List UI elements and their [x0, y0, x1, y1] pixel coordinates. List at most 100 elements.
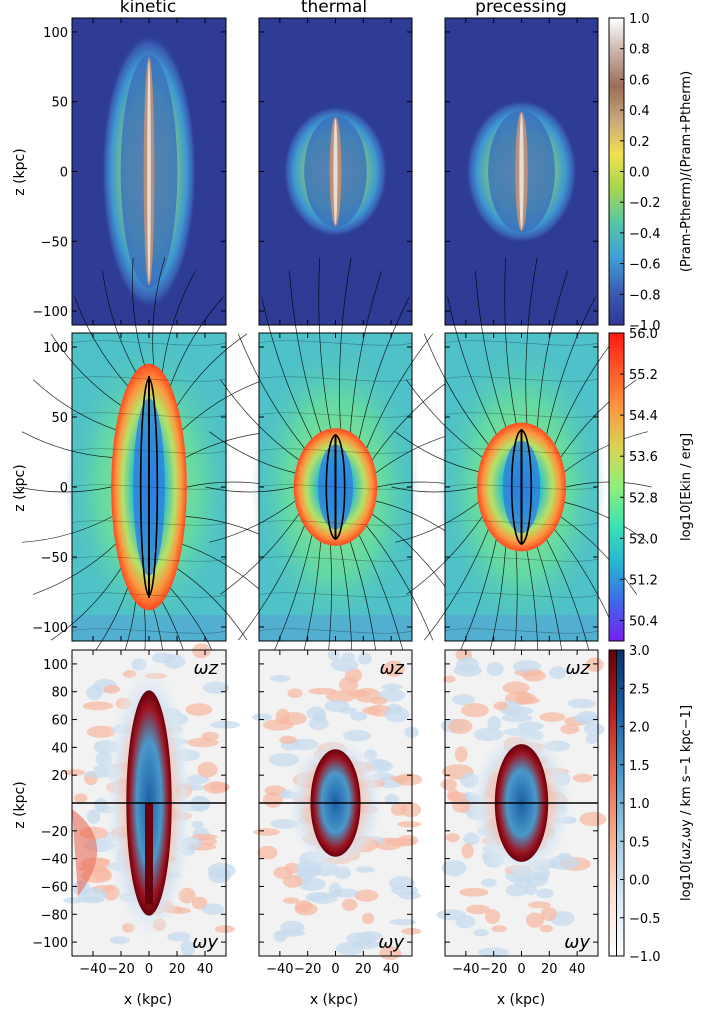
streamline [74, 296, 128, 386]
pressure-panel-thermal [258, 17, 413, 326]
vorticity-patch [383, 660, 405, 677]
streamline [366, 333, 434, 449]
streamline [444, 628, 599, 634]
streamline [444, 376, 599, 382]
streamline [208, 431, 296, 474]
streamline [50, 333, 121, 406]
streamline [423, 529, 489, 641]
streamline [170, 296, 224, 386]
vorticity-patch [350, 711, 368, 721]
x-tick-label: −20 [294, 962, 321, 977]
streamline [504, 257, 517, 424]
colorbar-tick-label: 1.5 [629, 759, 650, 774]
vorticity-patch [384, 706, 410, 723]
colorbar-tick-label: 50.4 [629, 614, 658, 629]
vorticity-patch [284, 862, 300, 875]
vorticity-patch [294, 900, 313, 913]
energy-panel-kinetic [18, 257, 280, 717]
vorticity-patch [163, 654, 186, 669]
colorbars: 1.0 0.8 0.6 0.4 0.2 0.0 −0.2 −0.4 −0.6 −0.8 −1.0 (P… [608, 12, 694, 965]
vorticity-patch [82, 701, 113, 711]
vorticity-patch [358, 652, 372, 665]
vorticity-patch [306, 706, 326, 720]
colorbar-tick-label: 52.8 [629, 491, 658, 506]
streamline [564, 502, 649, 543]
streamline [18, 486, 112, 493]
vorticity-patch [567, 698, 597, 709]
y-tick-label: 50 [51, 411, 68, 426]
energy-panel-precessing [391, 257, 652, 717]
vorticity-patch [330, 658, 359, 672]
label-omega-y: ωy [192, 932, 218, 953]
vorticity-patch [560, 724, 580, 735]
vorticity-patch [465, 904, 490, 915]
vorticity-patch [400, 802, 421, 818]
colorbar-tick-label: 51.2 [629, 573, 658, 588]
vorticity-patch [452, 798, 472, 813]
streamline [366, 525, 434, 641]
colorbar-tick-label: 52.0 [629, 532, 658, 547]
streamline [444, 592, 599, 598]
vorticity-patch [527, 901, 551, 909]
streamline [220, 379, 299, 460]
row1-ylabel: z (kpc) [12, 148, 28, 195]
vorticity-patch [572, 773, 593, 783]
y-tick-label: −100 [32, 305, 68, 320]
streamline [564, 431, 648, 472]
vorticity-patch [572, 714, 599, 723]
vorticity-patch [252, 713, 273, 722]
y-tick-label: −100 [32, 936, 68, 951]
colorbar-tick-label: 54.4 [629, 409, 658, 424]
vorticity-patch [202, 681, 229, 694]
vorticity-patch [461, 843, 474, 859]
streamline [395, 502, 479, 543]
panel-grid: ωz ωy ωz ωy ωz ωy [18, 17, 652, 960]
vorticity-patch [448, 718, 473, 735]
vorticity-patch [279, 735, 297, 744]
streamline [406, 379, 483, 458]
vorticity-patch [167, 932, 191, 942]
vorticity-patch [485, 909, 501, 924]
streamline [131, 257, 145, 365]
row2-ylabel: z (kpc) [12, 464, 28, 511]
vorticity-patch [93, 765, 107, 773]
colorbar-vorticity: 3.0 2.5 2.0 1.5 1.0 0.5 0.0 −0.5 −1.0 log10[ωz,ωy… [608, 644, 694, 965]
vorticity-patch [585, 657, 604, 672]
colorbar-tick-label: 53.6 [629, 450, 658, 465]
x-tick-label: 0 [145, 962, 153, 977]
x-tick-label: −20 [480, 962, 507, 977]
vorticity-patch [185, 703, 213, 716]
x-tick-label: −40 [266, 962, 293, 977]
x-tick-label: 40 [383, 962, 400, 977]
streamline [475, 270, 507, 427]
x-tick-label: −40 [79, 962, 106, 977]
vorticity-patch [203, 781, 229, 794]
vorticity-patch [309, 892, 338, 904]
colorbar-tick-label: −1.0 [629, 319, 661, 334]
y-tick-label: −80 [41, 908, 68, 923]
streamline [339, 257, 352, 429]
streamline [258, 628, 413, 634]
streamline [444, 412, 599, 418]
pressure-jet-core [147, 60, 151, 283]
streamline [318, 257, 331, 429]
row3-ylabel: z (kpc) [12, 781, 28, 828]
vorticity-patch [536, 888, 554, 899]
pressure-jet-core [519, 113, 524, 230]
streamline [258, 376, 413, 382]
streamline [237, 333, 305, 449]
colorbar-tick-label: −0.6 [629, 258, 661, 273]
vorticity-patch [549, 666, 567, 680]
label-omega-z: ωz [379, 658, 404, 679]
vorticity-patch [516, 690, 531, 705]
vorticity-patch [362, 912, 375, 925]
streamline [289, 270, 322, 433]
y-tick-label: 100 [43, 658, 68, 673]
colorbar-tick-label: 0.2 [629, 135, 650, 150]
streamline [32, 544, 116, 595]
vorticity-patch [253, 828, 280, 836]
streamline [71, 340, 227, 346]
streamline [447, 296, 497, 435]
vorticity-patch [512, 660, 542, 673]
label-omega-z: ωz [193, 658, 218, 679]
